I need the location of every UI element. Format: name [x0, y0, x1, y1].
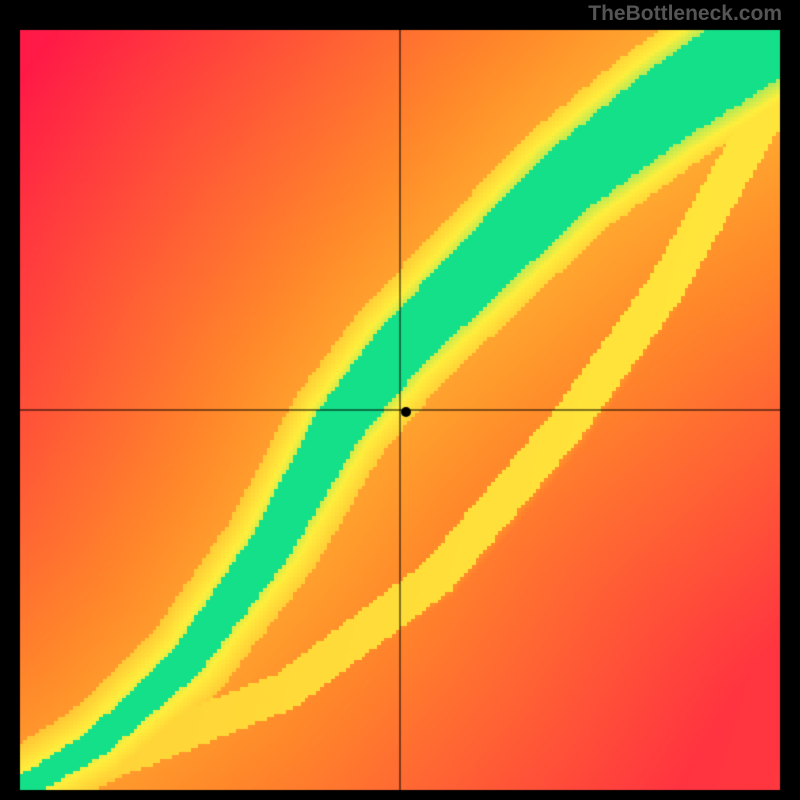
- attribution-label: TheBottleneck.com: [588, 2, 782, 26]
- chart-container: { "attribution_text": "TheBottleneck.com…: [0, 0, 800, 800]
- heatmap-canvas: [0, 0, 800, 800]
